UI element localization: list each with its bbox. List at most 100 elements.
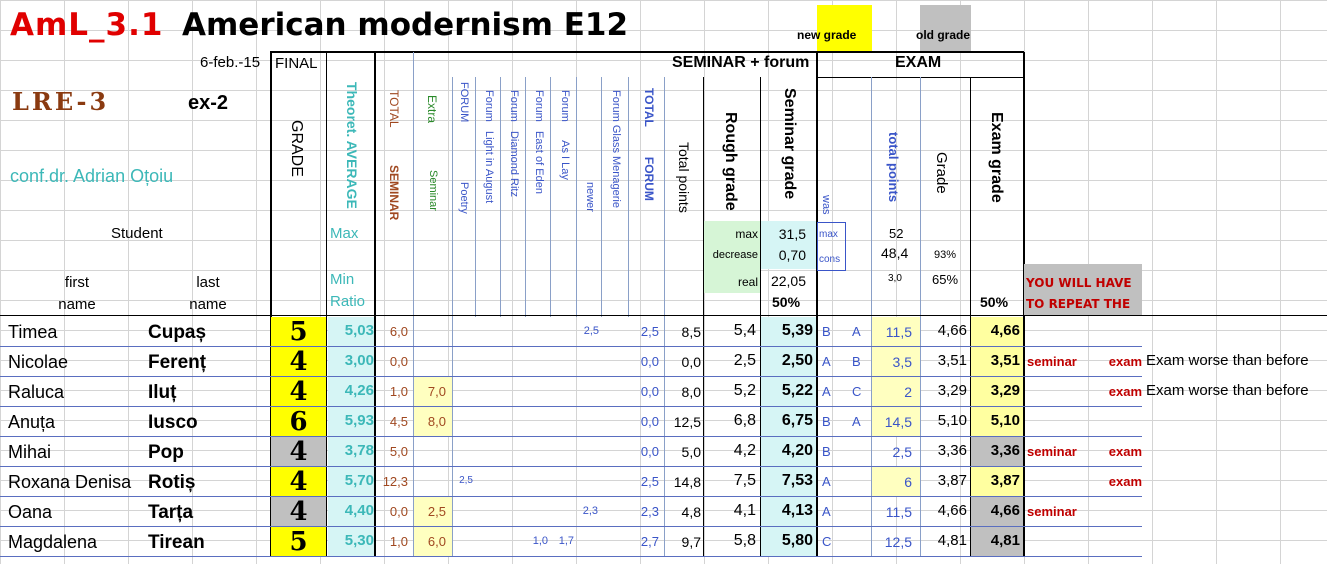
table-row: 4 Mihai Pop 3,78 5,0 0,0 5,0 4,2 4,20 B 2,5 3,36 3,3… [0, 437, 1327, 467]
exam-final-cell-bg [971, 467, 1023, 497]
param-max-value: 31,5 [778, 226, 806, 242]
param-real-label: real [737, 275, 758, 289]
cell-rough: 4,1 [733, 502, 756, 519]
cell-was1: B [822, 414, 831, 429]
cell-total: 4,5 [389, 414, 408, 429]
exam-final-cell-bg [971, 437, 1023, 467]
exam-final-cell-bg [971, 377, 1023, 407]
row-divider [0, 346, 1142, 347]
cell-exfinal: 3,29 [990, 382, 1020, 399]
grade-cell-bg [271, 467, 326, 497]
cell-exgr: 4,66 [937, 322, 967, 339]
semgrade-cell-bg [761, 407, 816, 437]
border [326, 52, 327, 557]
param-decrease-value: 0,70 [778, 247, 806, 263]
cell-avg: 3,00 [344, 352, 374, 369]
final-label: FINAL [275, 55, 318, 72]
exam-final-cell-bg [971, 497, 1023, 527]
cell-was1: B [822, 444, 831, 459]
cell-expts: 2 [904, 384, 912, 400]
col-theoret-average: Theoret. AVERAGE [344, 82, 360, 209]
border [628, 77, 629, 317]
cell-last: Cupaș [148, 322, 207, 343]
param-real-value: 22,05 [770, 273, 806, 289]
cell-rep2: exam [1108, 384, 1142, 399]
semgrade-cell-bg [761, 467, 816, 497]
exam-max-value: 52 [889, 226, 904, 241]
col-max: Max [330, 225, 359, 242]
cell-extra: 8,0 [427, 414, 446, 429]
cell-semgrade: 4,13 [781, 502, 813, 519]
cell-exfinal: 3,51 [990, 352, 1020, 369]
table-row: 4 Roxana Denisa Rotiș 5,70 12,3 2,5 2,5 14,8 7,5… [0, 467, 1327, 497]
col-exam-grade: Exam grade [988, 112, 1005, 203]
cell-tpoints: 5,0 [681, 444, 701, 460]
border [760, 77, 761, 557]
cell-total: 0,0 [389, 354, 408, 369]
col-forum-poetry-2: Poetry [458, 182, 470, 214]
cell-expts: 12,5 [884, 534, 912, 550]
cell-semgrade: 5,22 [781, 382, 813, 399]
cell-total: 6,0 [389, 324, 408, 339]
row-divider [0, 436, 1142, 437]
cell-first: Magdalena [8, 532, 98, 552]
extra-cell-bg [414, 497, 452, 527]
border [816, 52, 818, 557]
date-label: 6-feb.-15 [200, 54, 261, 71]
cell-newer: 2,5 [583, 325, 599, 337]
cell-tpoints: 0,0 [681, 354, 701, 370]
cell-tpoints: 14,8 [673, 474, 701, 490]
col-forum-poetry: FORUM [458, 82, 470, 123]
cell-last: Ferenț [148, 352, 207, 373]
cell-last: Pop [148, 442, 184, 463]
new-grade-swatch [817, 5, 872, 52]
cell-expts: 2,5 [892, 444, 912, 460]
cell-last: Iusco [148, 412, 198, 433]
repeat-note: YOU WILL HAVE TO REPEAT THE [1026, 276, 1132, 311]
first-name-label: first name [58, 274, 96, 313]
cell-exfinal: 3,36 [990, 442, 1020, 459]
table-row: 4 Oana Tarța 4,40 0,0 2,5 2,3 2,3 4,8 4,1 4,13 A 11,… [0, 497, 1327, 527]
border [413, 52, 414, 557]
final-grade: 4 [289, 437, 308, 467]
border [475, 77, 476, 317]
cell-avg: 3,78 [344, 442, 374, 459]
col-forum-light: Forum Light in August [483, 90, 495, 204]
avg-cell-bg [328, 497, 374, 527]
semgrade-cell-bg [761, 497, 816, 527]
cell-first: Timea [8, 322, 58, 342]
border [374, 52, 376, 557]
expts-cell-bg [872, 347, 920, 377]
semgrade-cell-bg [761, 347, 816, 377]
cell-first: Oana [8, 502, 53, 522]
cell-tpoints: 12,5 [673, 414, 701, 430]
border [452, 77, 453, 557]
border [576, 77, 577, 317]
old-grade-label: old grade [916, 28, 971, 42]
cell-was1: A [822, 474, 831, 489]
cell-rough: 5,4 [733, 322, 756, 339]
cell-first: Nicolae [8, 352, 69, 372]
cell-avg: 4,40 [344, 502, 374, 519]
course-title: American modernism E12 [182, 7, 629, 43]
final-grade: 5 [289, 527, 308, 557]
col-seminar: SEMINAR [387, 165, 401, 221]
border [500, 77, 501, 317]
final-grade: 4 [289, 467, 308, 497]
cell-rep1: seminar [1027, 354, 1077, 369]
avg-cell-bg [328, 437, 374, 467]
exam-cons-value: 48,4 [881, 245, 909, 261]
cell-note: Exam worse than before [1146, 382, 1309, 399]
extra-cell-bg [414, 377, 452, 407]
cell-avg: 5,30 [344, 532, 374, 549]
exam-final-cell-bg [971, 317, 1023, 347]
cell-exgr: 3,87 [937, 472, 967, 489]
cell-rep1: seminar [1027, 444, 1077, 459]
table-row: 5 Timea Cupaș 5,03 6,0 2,5 2,5 8,5 5,4 5,39 B A 11,5… [0, 317, 1327, 347]
repeat-box [1024, 264, 1142, 315]
cell-rep2: exam [1108, 444, 1142, 459]
cell-note: Exam worse than before [1146, 352, 1309, 369]
col-grade: GRADE [288, 120, 305, 177]
cell-east: 1,7 [558, 535, 574, 547]
cell-exfinal: 4,66 [990, 502, 1020, 519]
